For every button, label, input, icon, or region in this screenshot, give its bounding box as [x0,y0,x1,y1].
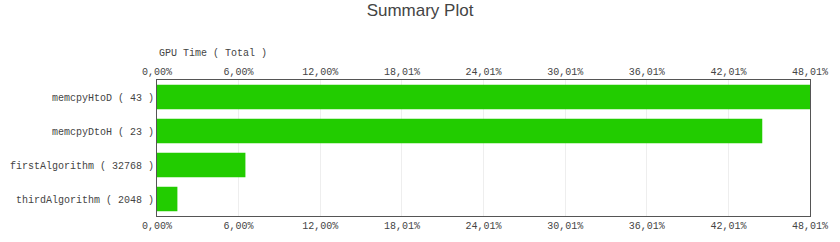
svg-text:GPU Time ( Total ): GPU Time ( Total ) [159,48,267,59]
svg-text:12,00%: 12,00% [302,67,338,78]
svg-text:48,01%: 48,01% [792,221,828,232]
svg-text:42,01%: 42,01% [710,67,746,78]
svg-text:12,00%: 12,00% [302,221,338,232]
svg-text:6,00%: 6,00% [224,67,254,78]
svg-text:memcpyHtoD ( 43 ): memcpyHtoD ( 43 ) [52,93,154,104]
svg-text:36,01%: 36,01% [629,67,665,78]
svg-text:memcpyDtoH ( 23 ): memcpyDtoH ( 23 ) [52,127,154,138]
svg-text:0,00%: 0,00% [142,221,172,232]
svg-text:thirdAlgorithm ( 2048 ): thirdAlgorithm ( 2048 ) [16,195,154,206]
svg-text:36,01%: 36,01% [629,221,665,232]
svg-text:42,01%: 42,01% [710,221,746,232]
svg-text:18,01%: 18,01% [384,67,420,78]
svg-text:30,01%: 30,01% [547,221,583,232]
svg-text:18,01%: 18,01% [384,221,420,232]
svg-text:48,01%: 48,01% [792,67,828,78]
svg-text:24,01%: 24,01% [466,67,502,78]
svg-text:0,00%: 0,00% [142,67,172,78]
svg-text:30,01%: 30,01% [547,67,583,78]
svg-text:firstAlgorithm ( 32768 ): firstAlgorithm ( 32768 ) [10,161,154,172]
svg-text:Summary Plot: Summary Plot [367,1,474,20]
svg-text:24,01%: 24,01% [466,221,502,232]
svg-text:6,00%: 6,00% [224,221,254,232]
